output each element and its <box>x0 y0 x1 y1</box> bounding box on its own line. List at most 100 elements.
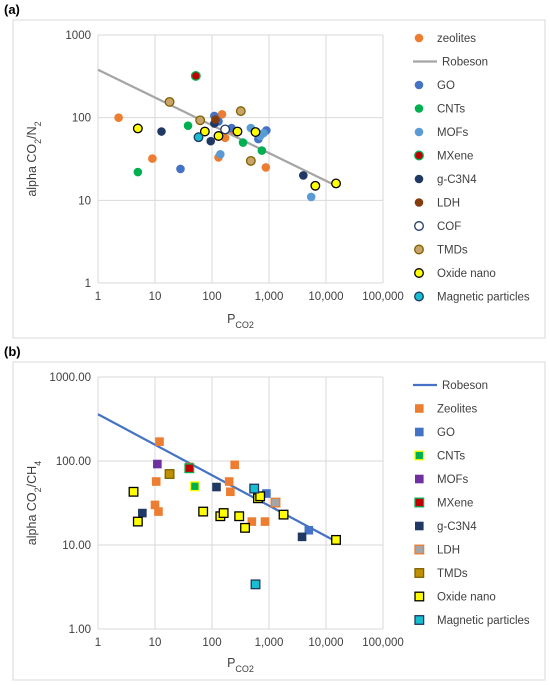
zeolites-point <box>148 154 157 163</box>
zeolites-point <box>260 517 270 526</box>
magnetic-particles-point <box>193 132 204 143</box>
legend-swatch-g-c3n4 <box>415 521 424 531</box>
g-c3n4-point <box>206 136 216 146</box>
panel-a-label: (a) <box>4 2 20 17</box>
legend-swatch-oxide-nano <box>414 268 424 278</box>
magnetic-particles-point <box>249 483 260 494</box>
y-tick-label: 10 <box>78 195 91 207</box>
legend-swatch-cof <box>414 221 424 231</box>
legend-label-robeson: Robeson <box>442 57 488 69</box>
cnts-point <box>238 138 248 147</box>
legend-swatch-mofs <box>414 127 424 137</box>
legend-swatch-cnts <box>414 450 425 461</box>
legend-swatch-cnts <box>414 104 424 113</box>
oxide-nano-point <box>240 522 250 533</box>
legend-label-g-c3n4: g-C3N4 <box>437 174 477 186</box>
legend-swatch-zeolites <box>415 404 424 413</box>
x-tick-label: 100 <box>202 637 221 649</box>
robeson-line <box>97 68 337 187</box>
legend-swatch-ldh <box>414 198 424 207</box>
oxide-nano-point <box>132 516 143 527</box>
legend-label-cnts: CNTs <box>437 104 465 116</box>
mxene-point <box>184 463 195 474</box>
zeolites-point <box>261 163 271 172</box>
legend-label-oxide-nano: Oxide nano <box>437 268 496 280</box>
x-tick-label: 1 <box>95 637 101 649</box>
oxide-nano-point <box>232 126 243 137</box>
g-c3n4-point <box>299 171 308 180</box>
oxide-nano-point <box>234 511 245 522</box>
panel-b-label: (b) <box>4 344 21 359</box>
zeolites-point <box>217 109 227 119</box>
chart-a: 1 10 100 1,000 10,000 100,000 1 10 100 1000 alpha … <box>25 30 530 330</box>
legend-label-tmds: TMDs <box>437 568 468 580</box>
y-tick-label: 1000 <box>65 30 91 42</box>
y-tick-label: 10.00 <box>62 540 91 552</box>
oxide-nano-point <box>255 491 266 502</box>
legend-label-tmds: TMDs <box>437 245 468 257</box>
oxide-nano-point <box>310 180 321 191</box>
y-tick-label: 1 <box>85 278 91 290</box>
legend-swatch-tmds <box>414 568 425 578</box>
cnts-point <box>133 167 143 177</box>
zeolites-point <box>154 507 163 516</box>
legend-label-mofs: MOFs <box>437 474 469 486</box>
oxide-nano-point <box>213 131 224 141</box>
zeolites-point <box>230 460 239 470</box>
go-point <box>176 164 185 174</box>
legend-swatch-tmds <box>414 244 424 255</box>
legend-swatch-magnetic-particles <box>414 291 424 302</box>
x-axis-title: PCO2 <box>227 312 254 330</box>
tmds-point <box>164 469 175 479</box>
legend-label-mxene: MXene <box>437 498 473 510</box>
legend-label-go: GO <box>437 427 455 439</box>
cof-point <box>220 124 231 135</box>
tmds-point <box>164 96 175 107</box>
panel-a-frame <box>12 19 546 339</box>
legend-swatch-mxene <box>414 497 425 508</box>
x-tick-label: 10,000 <box>308 637 343 649</box>
x-tick-label: 100 <box>202 291 221 303</box>
y-axis-title: alpha CO2/CH4 <box>25 461 43 545</box>
y-axis-title: alpha CO2/N2 <box>25 121 43 196</box>
legend-swatch-g-c3n4 <box>414 174 424 184</box>
legend-label-mxene: MXene <box>437 151 473 163</box>
tmds-point <box>235 106 246 117</box>
zeolites-point <box>155 437 164 446</box>
legend-label-oxide-nano: Oxide nano <box>437 592 496 604</box>
chart-b: 1 10 100 1,000 10,000 100,000 1.00 10.00 100.00 1… <box>25 372 530 674</box>
zeolites-point <box>151 477 161 486</box>
legend-label-g-c3n4: g-C3N4 <box>437 521 477 533</box>
oxide-nano-point <box>198 506 209 517</box>
magnetic-particles-point <box>250 579 261 590</box>
x-axis-title: PCO2 <box>227 656 254 674</box>
ldh-point <box>270 497 281 508</box>
g-c3n4-point <box>138 508 147 518</box>
legend-swatch-zeolites <box>414 33 424 43</box>
cnts-point <box>183 121 193 130</box>
x-tick-label: 1,000 <box>255 291 284 303</box>
legend-swatch-mofs <box>415 474 424 484</box>
x-tick-label: 100,000 <box>362 291 404 303</box>
x-tick-label: 10,000 <box>308 291 343 303</box>
oxide-nano-point <box>199 126 210 137</box>
legend-label-magnetic-particles: Magnetic particles <box>437 615 530 627</box>
g-c3n4-point <box>212 482 221 492</box>
oxide-nano-point <box>250 127 261 137</box>
x-tick-label: 10 <box>149 291 162 303</box>
mofs-point <box>259 128 268 138</box>
zeolites-point <box>224 477 234 486</box>
mofs-point <box>153 459 162 469</box>
legend-swatch-oxide-nano <box>414 591 425 602</box>
zeolites-point <box>150 500 160 510</box>
mofs-point <box>306 192 316 202</box>
x-tick-label: 1 <box>95 291 101 303</box>
x-tick-label: 1,000 <box>255 637 284 649</box>
x-tick-label: 100,000 <box>362 637 404 649</box>
ldh-point <box>211 115 220 124</box>
mxene-point <box>190 70 201 81</box>
cnts-point <box>257 146 267 155</box>
tmds-point <box>195 115 206 126</box>
legend-label-zeolites: Zeolites <box>437 404 478 416</box>
